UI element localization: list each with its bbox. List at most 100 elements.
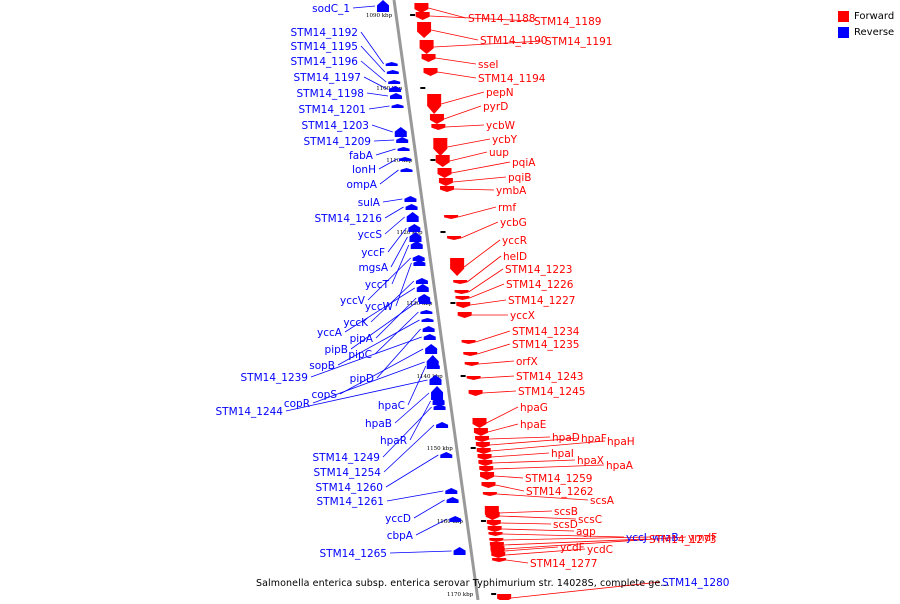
gene-feature-reverse[interactable] <box>390 93 403 99</box>
gene-label-forward[interactable]: STM14_1243 <box>516 371 583 383</box>
gene-label-reverse[interactable]: STM14_1209 <box>304 136 371 148</box>
gene-feature-forward[interactable] <box>491 552 506 558</box>
gene-feature-reverse[interactable] <box>377 0 389 12</box>
gene-label-forward[interactable]: STM14_1223 <box>505 264 572 276</box>
gene-label-reverse[interactable]: yccD <box>385 513 411 525</box>
gene-label-forward[interactable]: STM14_1234 <box>512 326 580 338</box>
gene-label-reverse[interactable]: pipB <box>325 344 348 356</box>
gene-feature-forward[interactable] <box>480 472 495 480</box>
gene-label-forward[interactable]: hpaD <box>552 432 580 444</box>
gene-feature-reverse[interactable] <box>431 386 444 400</box>
gene-label-reverse[interactable]: sodC_1 <box>312 3 350 15</box>
gene-label-reverse[interactable]: hpaB <box>365 418 392 430</box>
gene-label-forward[interactable]: scsB <box>554 506 578 518</box>
gene-label-forward[interactable]: hpaE <box>520 419 546 431</box>
gene-label-reverse[interactable]: hpaR <box>380 435 407 447</box>
gene-feature-forward[interactable] <box>486 520 501 526</box>
gene-label-forward[interactable]: scsD <box>553 519 578 531</box>
gene-label-forward[interactable]: ymbA <box>496 185 527 197</box>
gene-label-forward[interactable]: hpaF <box>581 433 607 445</box>
gene-feature-reverse[interactable] <box>405 204 418 210</box>
gene-label-forward[interactable]: STM14_1280 <box>662 577 729 589</box>
gene-label-reverse[interactable]: yccS <box>358 229 383 241</box>
gene-feature-forward[interactable] <box>431 124 446 130</box>
gene-feature-forward[interactable] <box>455 296 470 300</box>
gene-feature-forward[interactable] <box>456 302 471 308</box>
gene-feature-forward[interactable] <box>417 22 432 38</box>
gene-label-forward[interactable]: pyrD <box>483 101 508 113</box>
gene-feature-forward[interactable] <box>414 3 429 13</box>
gene-feature-reverse[interactable] <box>388 80 401 84</box>
gene-label-forward[interactable]: scsA <box>590 495 615 507</box>
gene-feature-forward[interactable] <box>481 482 496 488</box>
gene-label-forward[interactable]: hpaA <box>606 460 634 472</box>
gene-feature-forward[interactable] <box>487 526 502 532</box>
gene-feature-reverse[interactable] <box>433 404 446 410</box>
gene-label-reverse[interactable]: yccF <box>361 247 385 259</box>
gene-feature-forward[interactable] <box>435 155 450 167</box>
gene-feature-reverse[interactable] <box>429 375 442 385</box>
gene-label-reverse[interactable]: STM14_1201 <box>299 104 366 116</box>
gene-feature-reverse[interactable] <box>453 547 466 555</box>
gene-label-forward[interactable]: ycdF <box>560 542 585 554</box>
gene-label-reverse[interactable]: STM14_1261 <box>317 496 384 508</box>
gene-label-reverse[interactable]: copS <box>311 389 337 401</box>
gene-feature-forward[interactable] <box>433 138 448 156</box>
gene-feature-forward[interactable] <box>423 68 438 76</box>
gene-label-reverse[interactable]: ompA <box>346 179 377 191</box>
gene-feature-forward[interactable] <box>454 290 469 294</box>
gene-label-reverse[interactable]: yccV <box>340 295 366 307</box>
gene-feature-forward[interactable] <box>453 280 468 284</box>
gene-feature-forward[interactable] <box>419 40 434 54</box>
gene-feature-forward[interactable] <box>457 312 472 318</box>
gene-feature-reverse[interactable] <box>415 278 428 284</box>
gene-feature-forward[interactable] <box>450 258 465 276</box>
gene-feature-forward[interactable] <box>473 428 488 436</box>
gene-label-forward[interactable]: hpaI <box>551 448 574 460</box>
gene-label-forward[interactable]: rmf <box>498 202 516 214</box>
gene-label-forward[interactable]: scsC <box>578 514 602 526</box>
gene-feature-forward[interactable] <box>488 532 503 536</box>
gene-feature-reverse[interactable] <box>418 294 431 302</box>
gene-label-reverse[interactable]: pipA <box>350 333 374 345</box>
gene-label-reverse[interactable]: STM14_1265 <box>320 548 387 560</box>
gene-label-reverse[interactable]: STM14_1192 <box>291 27 358 39</box>
gene-feature-forward[interactable] <box>461 340 476 344</box>
gene-label-forward[interactable]: STM14_1245 <box>518 386 585 398</box>
gene-label-forward[interactable]: STM14_1273 <box>649 534 716 546</box>
gene-label-reverse[interactable]: fabA <box>349 150 374 162</box>
gene-feature-forward[interactable] <box>468 390 483 396</box>
gene-label-forward[interactable]: STM14_1190 <box>480 35 547 47</box>
gene-feature-forward[interactable] <box>492 558 507 562</box>
gene-feature-reverse[interactable] <box>419 300 431 304</box>
gene-feature-reverse[interactable] <box>385 62 398 66</box>
gene-label-reverse[interactable]: hpaC <box>378 400 405 412</box>
gene-label-forward[interactable]: STM14_1226 <box>506 279 574 291</box>
gene-feature-reverse[interactable] <box>398 157 411 161</box>
gene-label-reverse[interactable]: copR <box>284 398 310 410</box>
gene-feature-reverse[interactable] <box>412 255 425 261</box>
gene-label-forward[interactable]: STM14_1191 <box>545 36 612 48</box>
gene-label-forward[interactable]: uup <box>489 147 509 159</box>
gene-feature-reverse[interactable] <box>423 334 436 340</box>
gene-label-forward[interactable]: STM14_1194 <box>478 73 546 85</box>
gene-feature-reverse[interactable] <box>409 232 422 242</box>
gene-label-forward[interactable]: hpaH <box>607 436 635 448</box>
gene-feature-reverse[interactable] <box>386 70 399 74</box>
gene-feature-forward[interactable] <box>478 460 493 466</box>
gene-label-reverse[interactable]: STM14_1195 <box>291 41 358 53</box>
gene-feature-forward[interactable] <box>415 12 430 20</box>
gene-feature-forward[interactable] <box>475 436 490 442</box>
gene-label-reverse[interactable]: yccA <box>317 327 343 339</box>
gene-label-forward[interactable]: orfX <box>516 356 538 368</box>
gene-feature-forward[interactable] <box>479 466 494 472</box>
gene-feature-forward[interactable] <box>427 94 442 114</box>
gene-feature-forward[interactable] <box>437 168 452 178</box>
gene-feature-reverse[interactable] <box>410 241 423 249</box>
gene-label-forward[interactable]: yccJ <box>626 532 647 544</box>
gene-label-reverse[interactable]: lonH <box>352 164 376 176</box>
gene-feature-forward[interactable] <box>489 538 504 542</box>
gene-feature-reverse[interactable] <box>397 147 410 151</box>
gene-label-reverse[interactable]: STM14_1254 <box>314 467 382 479</box>
gene-label-forward[interactable]: sseI <box>478 59 499 71</box>
